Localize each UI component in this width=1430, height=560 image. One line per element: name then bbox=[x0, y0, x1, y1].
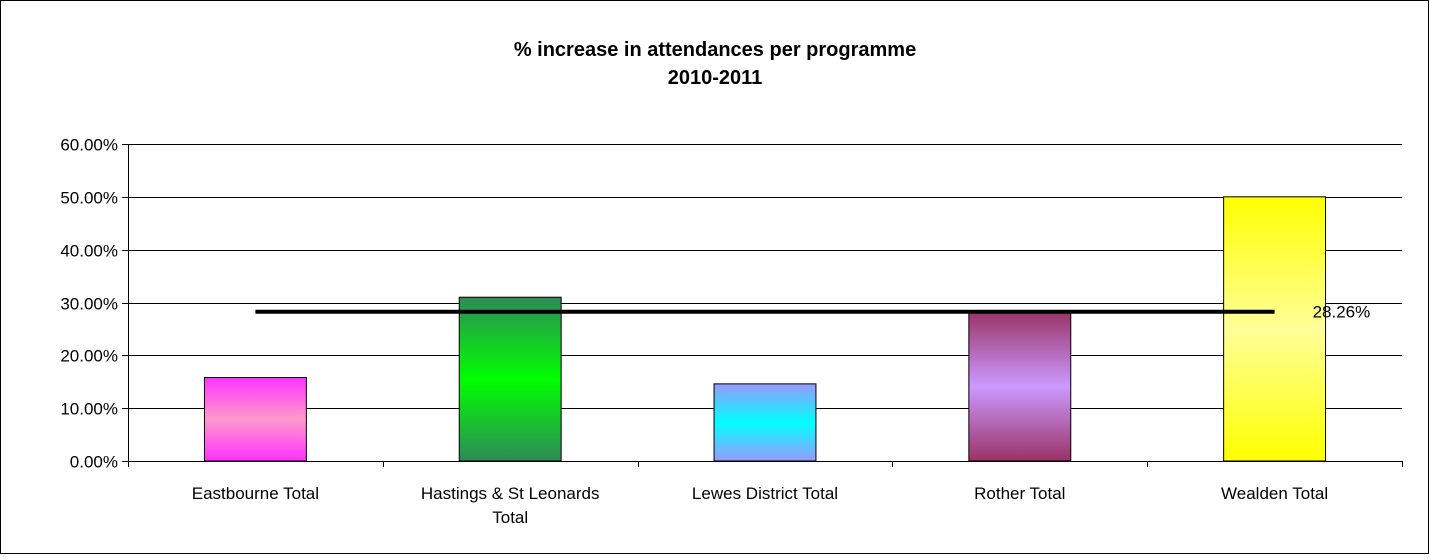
x-category-label: Lewes District Total bbox=[692, 484, 838, 503]
y-tick-label: 20.00% bbox=[60, 347, 118, 366]
y-tick-label: 10.00% bbox=[60, 400, 118, 419]
bar bbox=[968, 310, 1072, 462]
average-line-label: 28.26% bbox=[1313, 303, 1371, 322]
y-tick-label: 30.00% bbox=[60, 295, 118, 314]
chart-title-line-1: % increase in attendances per programme bbox=[514, 39, 916, 61]
y-tick-label: 40.00% bbox=[60, 242, 118, 261]
y-tick-label: 50.00% bbox=[60, 189, 118, 208]
x-category-label: Rother Total bbox=[974, 484, 1065, 503]
chart-title-line-2: 2010-2011 bbox=[668, 67, 763, 89]
x-category-label: Eastbourne Total bbox=[192, 484, 319, 503]
y-tick-label: 0.00% bbox=[70, 453, 118, 472]
y-tick-label: 60.00% bbox=[60, 136, 118, 155]
bar bbox=[203, 377, 307, 462]
bar bbox=[1223, 196, 1327, 462]
bar bbox=[458, 296, 562, 462]
x-category-label: Wealden Total bbox=[1221, 484, 1328, 503]
x-category-label: Hastings & St Leonards Total bbox=[421, 484, 600, 527]
bar bbox=[713, 383, 817, 462]
